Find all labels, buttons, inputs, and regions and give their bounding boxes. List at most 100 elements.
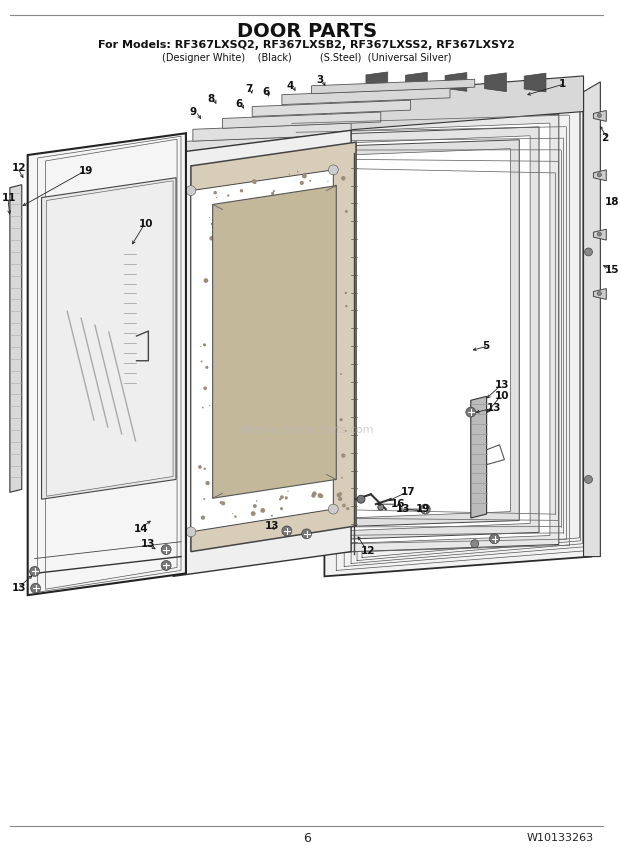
Circle shape — [256, 500, 257, 502]
Circle shape — [273, 190, 275, 193]
Text: 11: 11 — [2, 193, 17, 203]
Circle shape — [224, 330, 226, 332]
Polygon shape — [223, 112, 381, 128]
Polygon shape — [366, 72, 388, 91]
Circle shape — [240, 189, 243, 193]
Text: 15: 15 — [605, 265, 620, 275]
Circle shape — [324, 393, 327, 395]
Circle shape — [291, 285, 293, 286]
Text: For Models: RF367LXSQ2, RF367LXSB2, RF367LXSS2, RF367LXSY2: For Models: RF367LXSQ2, RF367LXSB2, RF36… — [98, 40, 515, 51]
Circle shape — [255, 268, 259, 272]
Circle shape — [274, 317, 276, 319]
Circle shape — [201, 515, 205, 520]
Circle shape — [420, 504, 430, 514]
Circle shape — [253, 273, 257, 277]
Text: 4: 4 — [287, 80, 294, 91]
Circle shape — [215, 427, 219, 431]
Text: 10: 10 — [138, 219, 153, 229]
Circle shape — [274, 443, 277, 446]
Circle shape — [252, 399, 255, 402]
Circle shape — [219, 501, 223, 504]
Circle shape — [325, 267, 327, 270]
Circle shape — [234, 515, 237, 518]
Circle shape — [319, 358, 322, 361]
Text: 10: 10 — [495, 391, 509, 401]
Polygon shape — [46, 181, 173, 496]
Circle shape — [30, 567, 40, 576]
Circle shape — [203, 467, 206, 470]
Text: DOOR PARTS: DOOR PARTS — [237, 22, 377, 41]
Circle shape — [303, 293, 304, 294]
Circle shape — [301, 385, 305, 389]
Circle shape — [277, 374, 281, 378]
Circle shape — [335, 185, 337, 187]
Circle shape — [330, 382, 334, 386]
Circle shape — [225, 488, 228, 491]
Circle shape — [330, 328, 334, 331]
Polygon shape — [270, 149, 510, 521]
Circle shape — [319, 264, 321, 265]
Circle shape — [161, 544, 171, 555]
Circle shape — [216, 360, 220, 365]
Circle shape — [598, 292, 601, 295]
Circle shape — [325, 408, 328, 412]
Circle shape — [290, 205, 291, 206]
Circle shape — [262, 218, 264, 220]
Circle shape — [292, 325, 294, 327]
Text: 6: 6 — [262, 86, 269, 97]
Circle shape — [312, 491, 317, 496]
Text: 6: 6 — [303, 832, 311, 845]
Circle shape — [339, 492, 342, 496]
Circle shape — [303, 197, 305, 198]
Circle shape — [326, 394, 327, 395]
Circle shape — [250, 380, 252, 383]
Circle shape — [161, 561, 171, 570]
Polygon shape — [583, 82, 600, 556]
Polygon shape — [297, 114, 559, 554]
Circle shape — [332, 195, 335, 198]
Circle shape — [250, 272, 254, 276]
Circle shape — [332, 202, 335, 205]
Circle shape — [234, 319, 238, 323]
Circle shape — [230, 226, 231, 228]
Polygon shape — [593, 229, 606, 240]
Circle shape — [289, 316, 291, 318]
Circle shape — [287, 224, 289, 226]
Circle shape — [260, 508, 265, 513]
Circle shape — [281, 438, 284, 441]
Circle shape — [30, 583, 40, 593]
Circle shape — [290, 390, 291, 392]
Circle shape — [272, 372, 275, 375]
Circle shape — [223, 439, 228, 443]
Circle shape — [251, 378, 252, 380]
Circle shape — [316, 475, 319, 477]
Circle shape — [213, 191, 217, 194]
Text: 14: 14 — [133, 524, 148, 534]
Circle shape — [282, 204, 286, 207]
Circle shape — [313, 360, 316, 363]
Circle shape — [585, 248, 593, 256]
Polygon shape — [593, 110, 606, 122]
Polygon shape — [163, 136, 316, 154]
Circle shape — [311, 493, 316, 497]
Circle shape — [332, 383, 334, 386]
Polygon shape — [272, 127, 539, 542]
Circle shape — [280, 496, 284, 499]
Circle shape — [328, 253, 331, 257]
Circle shape — [246, 408, 250, 413]
Circle shape — [287, 490, 289, 492]
Circle shape — [598, 114, 601, 117]
Circle shape — [340, 419, 343, 421]
Circle shape — [221, 502, 225, 505]
Circle shape — [231, 425, 234, 427]
Circle shape — [186, 186, 196, 195]
Circle shape — [308, 446, 309, 449]
Circle shape — [200, 346, 202, 347]
Polygon shape — [445, 73, 467, 92]
Circle shape — [301, 192, 306, 196]
Circle shape — [275, 378, 276, 379]
Circle shape — [254, 392, 256, 395]
Circle shape — [221, 266, 224, 269]
Circle shape — [246, 434, 249, 438]
Polygon shape — [191, 142, 356, 551]
